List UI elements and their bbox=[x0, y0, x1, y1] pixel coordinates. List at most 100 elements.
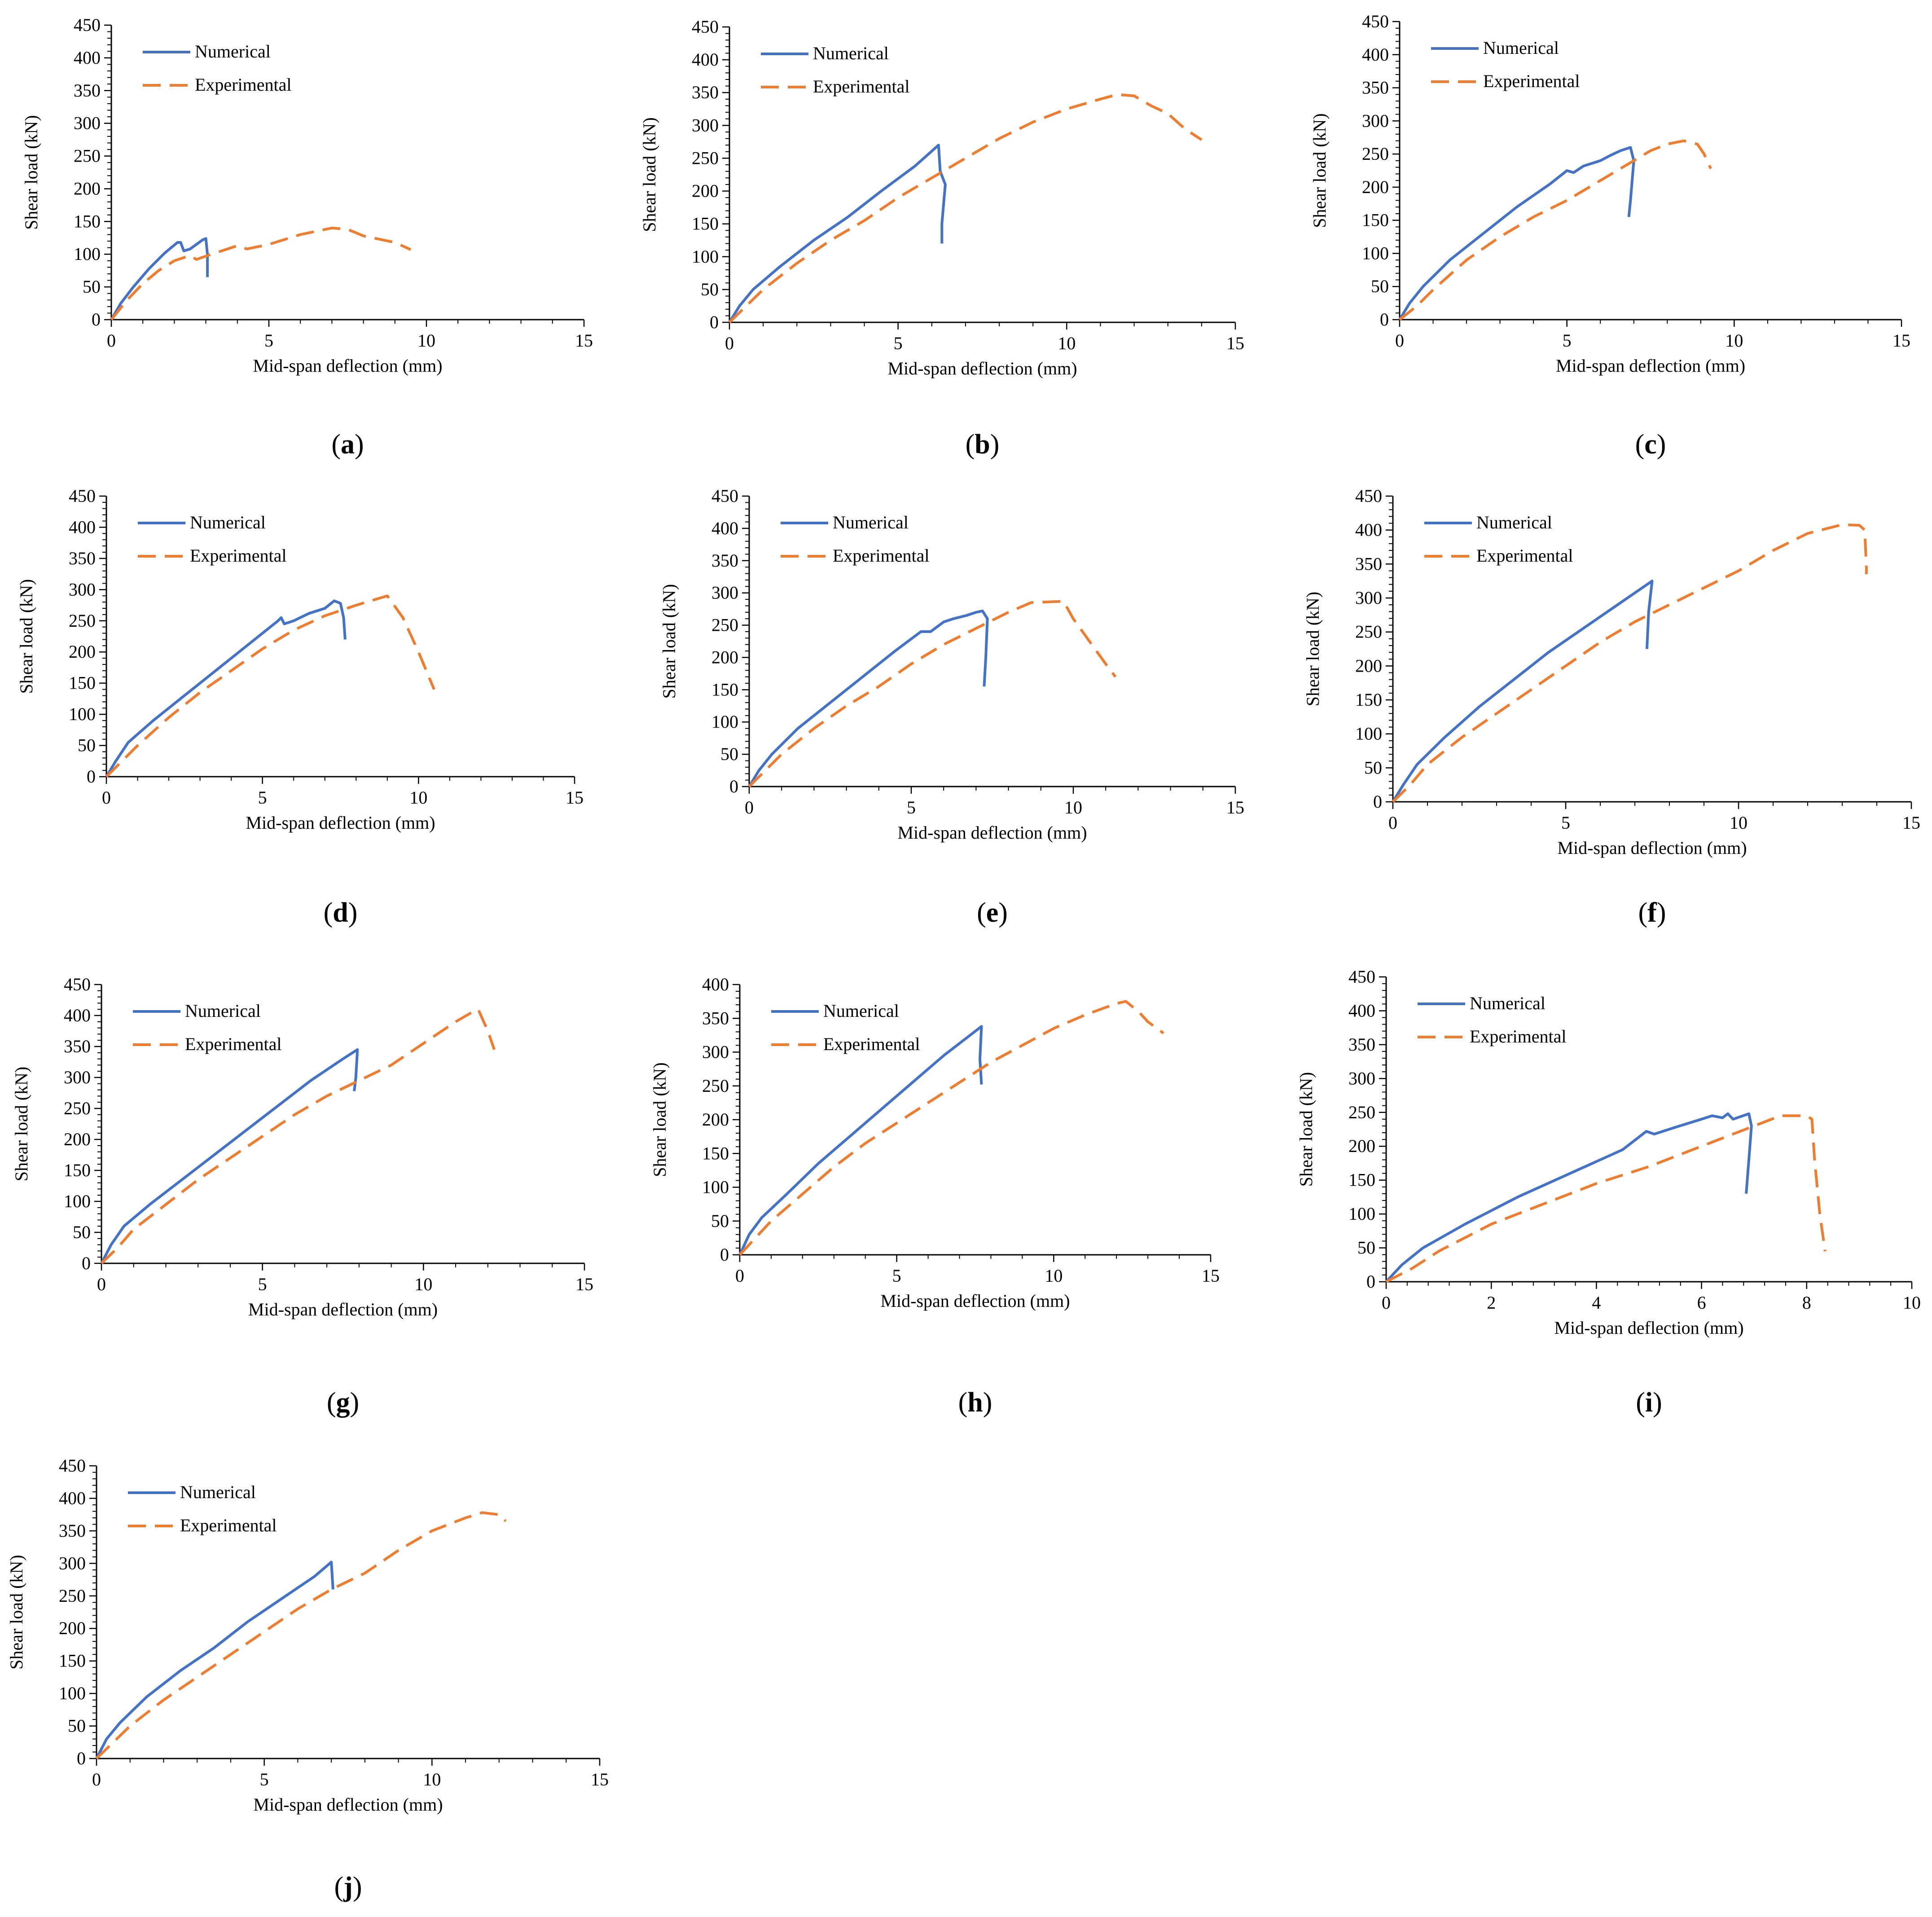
x-axis-title: Mid-span deflection (mm) bbox=[1556, 356, 1745, 376]
y-axis-title: Shear load (kN) bbox=[6, 1555, 26, 1669]
panel-label-paren: ) bbox=[1657, 429, 1666, 460]
series-line-experimental bbox=[748, 600, 1117, 788]
legend-label-numerical: Numerical bbox=[813, 43, 889, 63]
y-tick-label: 50 bbox=[1357, 1238, 1375, 1258]
y-tick-label: 200 bbox=[69, 642, 96, 662]
x-tick-label: 0 bbox=[1382, 1293, 1391, 1313]
y-tick-label: 0 bbox=[77, 1748, 86, 1768]
y-tick-label: 250 bbox=[702, 1076, 729, 1096]
y-tick-label: 50 bbox=[1371, 276, 1389, 296]
x-axis-title: Mid-span deflection (mm) bbox=[880, 1291, 1070, 1311]
y-tick-label: 250 bbox=[64, 1098, 91, 1118]
panel-label-paren: ) bbox=[353, 1872, 362, 1902]
x-axis-title: Mid-span deflection (mm) bbox=[246, 813, 435, 833]
legend-label-numerical: Numerical bbox=[833, 512, 909, 532]
legend-label-experimental: Experimental bbox=[180, 1515, 277, 1535]
series-line-experimental bbox=[728, 93, 1203, 324]
y-tick-label: 300 bbox=[692, 115, 719, 135]
y-tick-label: 0 bbox=[720, 1244, 729, 1265]
legend-label-numerical: Numerical bbox=[190, 512, 266, 532]
x-axis-title: Mid-span deflection (mm) bbox=[897, 822, 1087, 843]
legend-label-experimental: Experimental bbox=[195, 75, 291, 95]
x-tick-label: 5 bbox=[907, 797, 916, 818]
y-tick-label: 150 bbox=[711, 679, 738, 699]
legend-label-numerical: Numerical bbox=[1483, 38, 1559, 58]
series-line-experimental bbox=[1399, 139, 1712, 321]
y-axis-title: Shear load (kN) bbox=[1296, 1072, 1316, 1187]
x-axis-title: Mid-span deflection (mm) bbox=[1557, 838, 1747, 858]
panel-label: (f) bbox=[1638, 897, 1666, 928]
x-axis-title: Mid-span deflection (mm) bbox=[887, 358, 1077, 378]
y-tick-label: 350 bbox=[59, 1521, 86, 1541]
panel-label-paren: ) bbox=[350, 1387, 360, 1418]
legend-label-numerical: Numerical bbox=[180, 1482, 256, 1502]
panel-label-letter: d bbox=[333, 897, 348, 928]
y-tick-label: 150 bbox=[692, 214, 719, 234]
x-tick-label: 8 bbox=[1802, 1293, 1811, 1313]
legend-label-experimental: Experimental bbox=[833, 545, 929, 566]
legend-label-numerical: Numerical bbox=[823, 1001, 899, 1021]
x-tick-label: 10 bbox=[409, 787, 427, 808]
y-tick-label: 450 bbox=[1348, 967, 1375, 987]
y-tick-label: 50 bbox=[1364, 757, 1382, 778]
panel-label-letter: f bbox=[1647, 897, 1657, 928]
x-tick-label: 0 bbox=[107, 330, 116, 351]
y-tick-label: 100 bbox=[1348, 1204, 1375, 1224]
x-tick-label: 15 bbox=[1226, 333, 1244, 353]
series-line-experimental bbox=[738, 1000, 1164, 1256]
y-tick-label: 350 bbox=[74, 80, 101, 101]
legend-label-experimental: Experimental bbox=[185, 1034, 281, 1054]
y-tick-label: 250 bbox=[711, 615, 738, 635]
y-tick-label: 250 bbox=[69, 611, 96, 631]
y-tick-label: 100 bbox=[64, 1191, 91, 1211]
y-tick-label: 200 bbox=[1348, 1136, 1375, 1156]
y-axis-title: Shear load (kN) bbox=[21, 115, 41, 229]
series-line-numerical bbox=[105, 599, 347, 778]
x-tick-label: 15 bbox=[575, 330, 593, 351]
panel-label: (d) bbox=[324, 897, 358, 928]
y-tick-label: 350 bbox=[711, 550, 738, 571]
y-tick-label: 400 bbox=[692, 49, 719, 70]
series-line-experimental bbox=[1385, 1114, 1827, 1283]
x-tick-label: 15 bbox=[591, 1769, 609, 1789]
y-tick-label: 400 bbox=[1348, 1000, 1375, 1020]
x-tick-label: 10 bbox=[414, 1274, 432, 1294]
y-tick-label: 0 bbox=[92, 309, 101, 330]
panel-label-paren: ) bbox=[990, 429, 1000, 460]
panel-label-letter: a bbox=[341, 429, 355, 460]
y-tick-label: 400 bbox=[69, 517, 96, 537]
x-tick-label: 0 bbox=[102, 787, 111, 808]
y-tick-label: 150 bbox=[1355, 690, 1382, 710]
chart-panel-e: 0 50 100 150 200 250 300 350 400 450 0 5 10 15 Mid-spa… bbox=[659, 486, 1244, 928]
y-tick-label: 300 bbox=[1348, 1068, 1375, 1088]
series-line-numerical bbox=[95, 1561, 334, 1759]
x-tick-label: 10 bbox=[1730, 813, 1748, 833]
x-tick-label: 0 bbox=[92, 1769, 101, 1789]
series-line-numerical bbox=[748, 609, 989, 787]
panel-label: (e) bbox=[977, 897, 1008, 928]
x-tick-label: 0 bbox=[745, 797, 754, 818]
y-tick-label: 350 bbox=[69, 548, 96, 568]
y-tick-label: 300 bbox=[702, 1042, 729, 1062]
y-tick-label: 400 bbox=[1355, 520, 1382, 540]
y-tick-label: 450 bbox=[711, 486, 738, 506]
series-line-numerical bbox=[728, 144, 947, 323]
x-tick-label: 0 bbox=[97, 1274, 106, 1294]
panel-label-letter: b bbox=[975, 429, 990, 460]
panel-label-paren: ( bbox=[1635, 429, 1645, 460]
y-tick-label: 250 bbox=[1348, 1102, 1375, 1122]
y-tick-label: 100 bbox=[711, 712, 738, 732]
panel-label-letter: c bbox=[1644, 429, 1657, 460]
y-tick-label: 350 bbox=[692, 82, 719, 102]
x-tick-label: 5 bbox=[1561, 813, 1570, 833]
y-tick-label: 200 bbox=[64, 1129, 91, 1149]
chart-panel-c: 0 50 100 150 200 250 300 350 400 450 0 5 10 15 Mid-spa… bbox=[1309, 11, 1910, 460]
y-tick-label: 400 bbox=[59, 1488, 86, 1508]
series-line-experimental bbox=[100, 1008, 496, 1265]
panel-label-letter: j bbox=[343, 1872, 353, 1902]
y-tick-label: 150 bbox=[59, 1651, 86, 1671]
legend-label-experimental: Experimental bbox=[1476, 545, 1573, 566]
panel-label-paren: ) bbox=[983, 1387, 992, 1418]
series-line-numerical bbox=[1398, 146, 1635, 321]
